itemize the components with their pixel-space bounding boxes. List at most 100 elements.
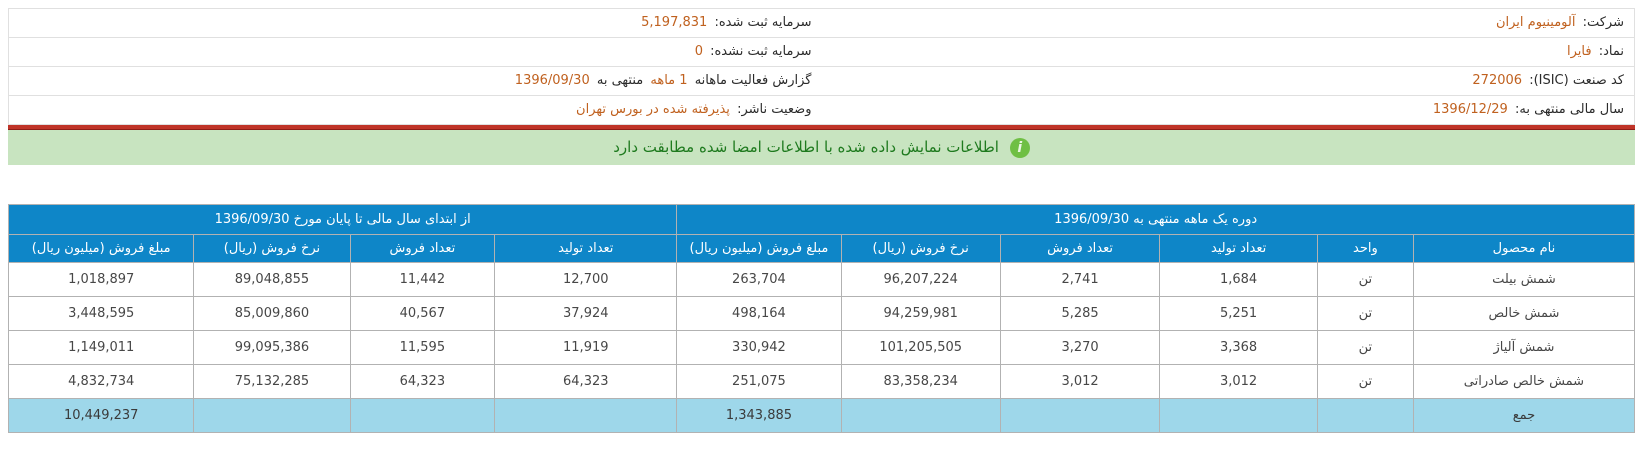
month-sales-qty-cell: 2,741 [999,262,1161,297]
symbol-cell: نماد: فایرا [821,37,1635,67]
info-row-fiscal-status: سال مالی منتهی به: 1396/12/29 وضعیت ناشر… [8,95,1635,125]
col-month-amount: مبلغ فروش (میلیون ریال) [676,234,842,263]
company-name-cell: شرکت: آلومینیوم ایران [821,8,1635,38]
product-name-cell: شمش خالص [1412,296,1636,331]
month-sales-qty-cell: 5,285 [999,296,1161,331]
month-sales-qty-cell: 3,012 [999,364,1161,399]
table-row: شمش آلیاژ تن 3,368 3,270 101,205,505 330… [7,330,1636,365]
unit-cell: تن [1316,296,1414,331]
month-rate-cell: 83,358,234 [840,364,1001,399]
month-period-header: دوره یک ماهه منتهی به 1396/09/30 [676,204,1635,235]
col-product-name: نام محصول [1412,234,1636,263]
month-sales-qty-cell: 3,270 [999,330,1161,365]
ytd-sales-qty-cell: 11,442 [349,262,496,297]
info-row-symbol-capital: نماد: فایرا سرمایه ثبت نشده: 0 [8,37,1635,67]
ytd-sales-qty-cell: 11,595 [349,330,496,365]
ytd-production-cell: 12,700 [494,262,678,297]
month-amount-cell: 330,942 [676,330,842,365]
col-month-rate: نرخ فروش (ریال) [840,234,1001,263]
publisher-status-label: وضعیت ناشر: [737,102,812,117]
report-title-label: گزارش فعالیت ماهانه [694,73,812,88]
signed-info-banner: i اطلاعات نمایش داده شده با اطلاعات امضا… [8,130,1635,165]
symbol-label: نماد: [1598,44,1624,59]
ytd-sales-qty-cell: 40,567 [349,296,496,331]
col-month-sales-qty: تعداد فروش [999,234,1161,263]
total-ytd-production-cell [494,398,678,433]
company-info-table: شرکت: آلومینیوم ایران سرمایه ثبت شده: 5,… [8,8,1635,125]
col-unit: واحد [1316,234,1414,263]
info-icon: i [1009,137,1030,158]
table-row: شمش خالص تن 5,251 5,285 94,259,981 498,1… [7,296,1636,331]
unit-cell: تن [1316,330,1414,365]
fiscal-year-cell: سال مالی منتهی به: 1396/12/29 [821,95,1635,125]
total-month-production-cell [1159,398,1318,433]
ytd-rate-cell: 99,095,386 [193,330,351,365]
total-label-cell: جمع [1412,398,1636,433]
total-month-amount-cell: 1,343,885 [676,398,842,433]
report-title-label2: منتهی به [596,73,644,88]
unregistered-capital-value: 0 [694,44,703,59]
ytd-rate-cell: 89,048,855 [193,262,351,297]
ytd-production-cell: 37,924 [494,296,678,331]
ytd-rate-cell: 85,009,860 [193,296,351,331]
month-production-cell: 5,251 [1159,296,1318,331]
month-amount-cell: 498,164 [676,296,842,331]
total-row: جمع 1,343,885 10,449,237 [7,398,1636,433]
fiscal-year-value: 1396/12/29 [1432,102,1508,117]
isic-code-cell: کد صنعت (ISIC): 272006 [821,66,1635,96]
unregistered-capital-label: سرمایه ثبت نشده: [710,44,812,59]
month-amount-cell: 263,704 [676,262,842,297]
publisher-status-value: پذیرفته شده در بورس تهران [576,102,730,117]
col-ytd-production: تعداد تولید [494,234,678,263]
table-row: شمش بیلت تن 1,684 2,741 96,207,224 263,7… [7,262,1636,297]
registered-capital-label: سرمایه ثبت شده: [714,15,812,30]
fiscal-year-label: سال مالی منتهی به: [1514,102,1624,117]
product-name-cell: شمش خالص صادراتی [1412,364,1636,399]
report-period-value: 1 ماهه [650,73,688,88]
month-production-cell: 3,368 [1159,330,1318,365]
signed-info-banner-text: اطلاعات نمایش داده شده با اطلاعات امضا ش… [613,138,999,156]
total-month-sales-qty-cell [999,398,1161,433]
col-ytd-amount: مبلغ فروش (میلیون ریال) [7,234,195,263]
product-name-cell: شمش آلیاژ [1412,330,1636,365]
report-date-value: 1396/09/30 [514,73,590,88]
total-month-rate-cell [840,398,1001,433]
total-unit-cell [1316,398,1414,433]
info-row-company-capital: شرکت: آلومینیوم ایران سرمایه ثبت شده: 5,… [8,8,1635,38]
month-rate-cell: 94,259,981 [840,296,1001,331]
total-ytd-rate-cell [193,398,351,433]
publisher-status-cell: وضعیت ناشر: پذیرفته شده در بورس تهران [8,95,822,125]
month-amount-cell: 251,075 [676,364,842,399]
col-ytd-rate: نرخ فروش (ریال) [193,234,351,263]
month-rate-cell: 101,205,505 [840,330,1001,365]
report-page: شرکت: آلومینیوم ایران سرمایه ثبت شده: 5,… [7,8,1636,433]
ytd-amount-cell: 1,149,011 [7,330,195,365]
isic-code-label: کد صنعت (ISIC): [1529,73,1624,88]
ytd-rate-cell: 75,132,285 [193,364,351,399]
ytd-sales-qty-cell: 64,323 [349,364,496,399]
isic-code-value: 272006 [1472,73,1523,88]
registered-capital-value: 5,197,831 [641,15,708,30]
product-name-cell: شمش بیلت [1412,262,1636,297]
month-rate-cell: 96,207,224 [840,262,1001,297]
col-ytd-sales-qty: تعداد فروش [349,234,496,263]
total-ytd-sales-qty-cell [349,398,496,433]
ytd-production-cell: 64,323 [494,364,678,399]
info-row-isic-report: کد صنعت (ISIC): 272006 گزارش فعالیت ماها… [8,66,1635,96]
col-month-production: تعداد تولید [1159,234,1318,263]
unit-cell: تن [1316,262,1414,297]
report-title-cell: گزارش فعالیت ماهانه 1 ماهه منتهی به 1396… [8,66,822,96]
production-sales-table: دوره یک ماهه منتهی به 1396/09/30 از ابتد… [7,204,1636,433]
ytd-amount-cell: 3,448,595 [7,296,195,331]
registered-capital-cell: سرمایه ثبت شده: 5,197,831 [8,8,822,38]
ytd-period-header: از ابتدای سال مالی تا پایان مورخ 1396/09… [7,204,678,235]
total-ytd-amount-cell: 10,449,237 [7,398,195,433]
ytd-amount-cell: 4,832,734 [7,364,195,399]
month-production-cell: 1,684 [1159,262,1318,297]
month-production-cell: 3,012 [1159,364,1318,399]
unit-cell: تن [1316,364,1414,399]
red-separator-line [8,125,1635,130]
symbol-value: فایرا [1567,44,1592,59]
ytd-amount-cell: 1,018,897 [7,262,195,297]
table-row: شمش خالص صادراتی تن 3,012 3,012 83,358,2… [7,364,1636,399]
